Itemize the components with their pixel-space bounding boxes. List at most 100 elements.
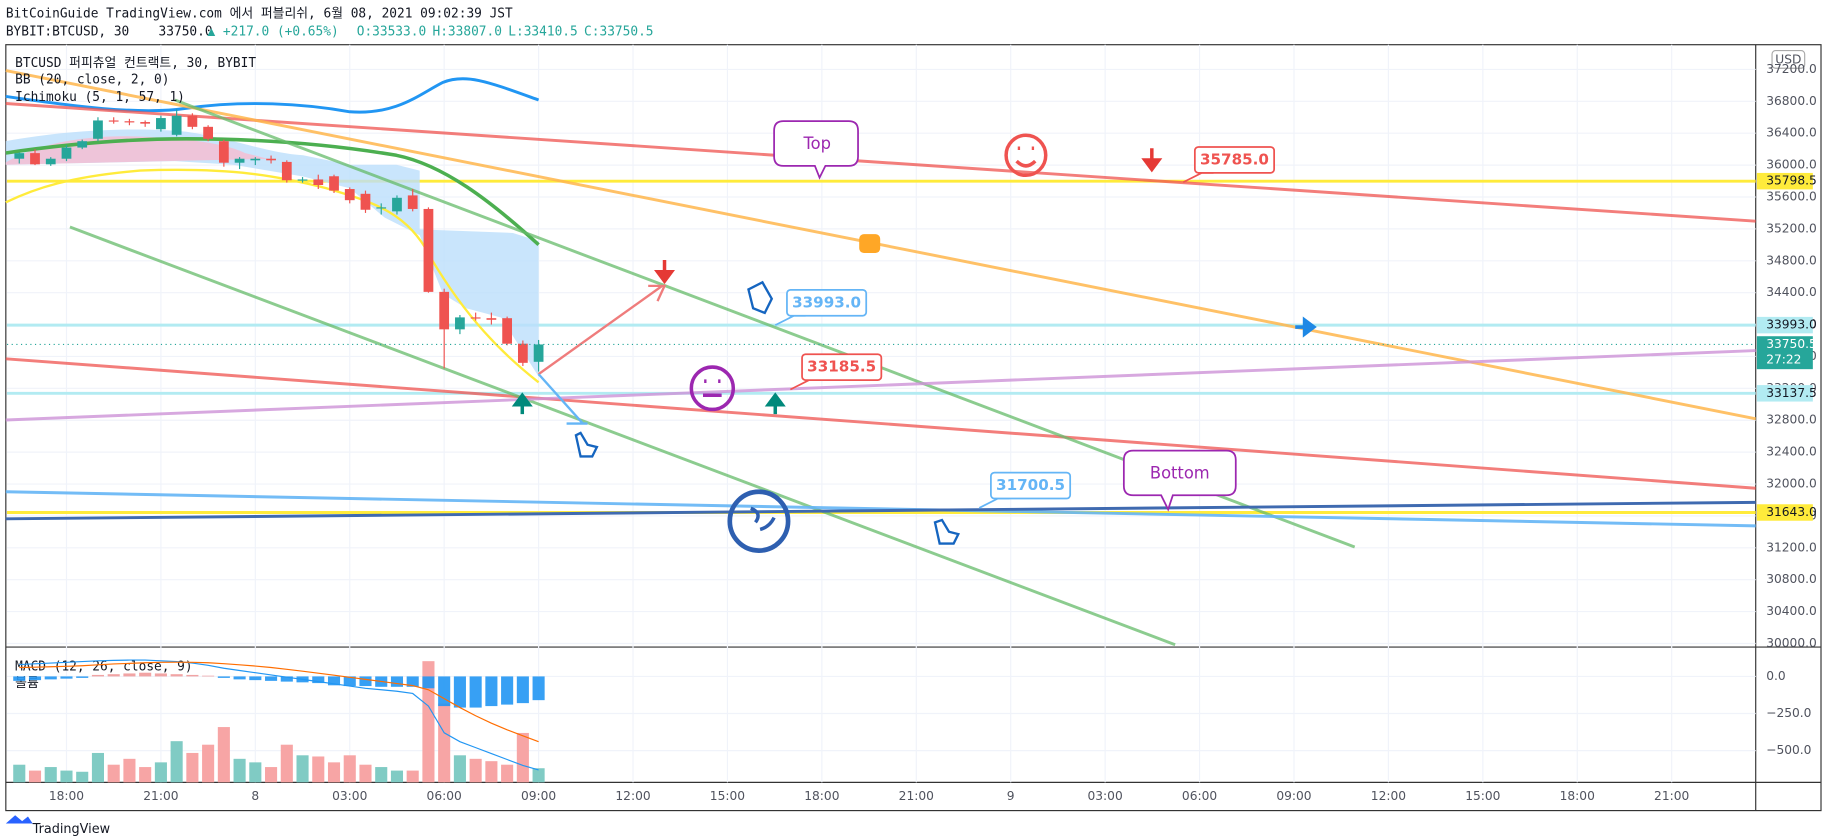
macd-histogram: [532, 676, 545, 701]
legend-symbol: BTCUSD 퍼피츄얼 컨트랙트, 30, BYBIT: [15, 56, 256, 71]
candle-body: [218, 141, 229, 163]
macd-histogram: [186, 674, 199, 677]
callout-text: 33993.0: [792, 293, 861, 311]
macd-histogram: [280, 676, 293, 682]
macd-histogram: [154, 673, 167, 677]
macd-histogram: [217, 676, 230, 678]
trend-line: [5, 349, 1756, 422]
neutral-face: [702, 379, 722, 398]
x-tick-label: 18:00: [804, 789, 839, 803]
macd-histogram: [76, 676, 89, 678]
volume-bar: [516, 732, 529, 783]
volume-bar: [327, 762, 341, 783]
candle-body: [360, 193, 371, 210]
macd-histogram: [406, 676, 419, 687]
candle-body: [502, 318, 513, 344]
hand-icon: [933, 518, 960, 545]
candle-body: [266, 158, 276, 161]
volume-bar: [249, 762, 262, 783]
volume-bar: [13, 764, 26, 783]
x-tick-label: 12:00: [615, 789, 650, 803]
macd-histogram: [501, 676, 514, 705]
macd-histogram: [202, 675, 215, 677]
up-arrow: [764, 392, 786, 415]
volume-bar: [343, 755, 356, 783]
y-tick-label: 32400.0: [1766, 445, 1817, 459]
trend-line: [5, 490, 1756, 528]
volume-bar: [390, 770, 404, 783]
footer: TradingView: [32, 822, 110, 837]
volume-bar: [359, 764, 372, 783]
volume-bar: [375, 767, 388, 783]
candle-body: [108, 120, 119, 122]
volume-bar: [28, 770, 42, 783]
y-tick-label: 30000.0: [1766, 636, 1817, 650]
volume-bar: [296, 755, 309, 783]
callout-box: [786, 288, 868, 317]
y-tick-label: 30800.0: [1766, 572, 1817, 586]
publisher: BitCoinGuide TradingView.com 에서 퍼블리쉬, 6월…: [6, 7, 513, 22]
volume-bar: [501, 764, 514, 783]
smile-face: [1015, 146, 1037, 168]
bubble-text: Top: [802, 134, 831, 153]
candle-body: [140, 122, 151, 124]
dizzy-icon: [727, 489, 791, 553]
base-line: [5, 168, 540, 384]
price-label: 33137.5: [1766, 386, 1817, 400]
down-arrow: [1141, 148, 1163, 173]
callout-text: 33185.5: [807, 358, 876, 376]
candle-body: [45, 158, 56, 165]
neutral-icon: [689, 365, 736, 412]
candle-body: [77, 141, 88, 148]
macd-histogram: [438, 676, 451, 707]
y-tick-label: 32000.0: [1766, 476, 1817, 490]
price-label-box: [1756, 316, 1813, 334]
volume-bar: [217, 727, 230, 783]
y-tick-label: 32800.0: [1766, 413, 1817, 427]
smile-icon: [1004, 133, 1048, 178]
macd-histogram: [359, 676, 372, 687]
macd-histogram: [453, 676, 466, 708]
candle-body: [234, 158, 245, 163]
cat-icon: [859, 234, 881, 253]
macd-tick-label: −250.0: [1766, 706, 1811, 720]
currency: USD: [1775, 52, 1801, 66]
price-label: 35798.5: [1766, 174, 1817, 188]
x-tick-label: 09:00: [1276, 789, 1311, 803]
macd-histogram: [249, 676, 262, 681]
volume-bar: [532, 768, 545, 783]
volume-bar: [91, 752, 105, 783]
macd-histogram: [516, 676, 529, 704]
volume-bar: [453, 755, 466, 783]
macd-tick-label: 0.0: [1766, 669, 1785, 683]
y-tick-label: 35600.0: [1766, 189, 1817, 203]
x-tick-label: 03:00: [1088, 789, 1123, 803]
trend-line: [5, 357, 1756, 490]
candle-body: [486, 318, 497, 320]
macd-histogram: [312, 676, 325, 684]
macd-histogram: [390, 676, 404, 687]
macd-histogram: [265, 676, 278, 681]
down-arrow: [654, 260, 676, 285]
candle-body: [297, 179, 308, 181]
volume-bar: [265, 767, 278, 783]
macd-histogram: [60, 676, 73, 679]
candle-body: [171, 115, 182, 135]
callout-box: [801, 353, 883, 381]
macd-histogram: [107, 674, 120, 677]
macd-histogram: [44, 676, 57, 680]
y-tick-label: 31200.0: [1766, 540, 1817, 554]
volume-bar: [186, 752, 199, 783]
macd-histogram: [233, 676, 246, 680]
left-arrow: [1295, 316, 1317, 338]
volume-bar: [233, 758, 246, 783]
price-label-box: [1756, 172, 1813, 190]
trend-line: [5, 500, 1756, 521]
hand-icon: [574, 431, 599, 458]
candle-body: [344, 189, 355, 201]
x-tick-label: 09:00: [521, 789, 556, 803]
macd-tick-label: −500.0: [1766, 743, 1811, 757]
volume-bar: [76, 771, 89, 783]
legend-macd: MACD (12, 26, close, 9): [15, 660, 192, 675]
